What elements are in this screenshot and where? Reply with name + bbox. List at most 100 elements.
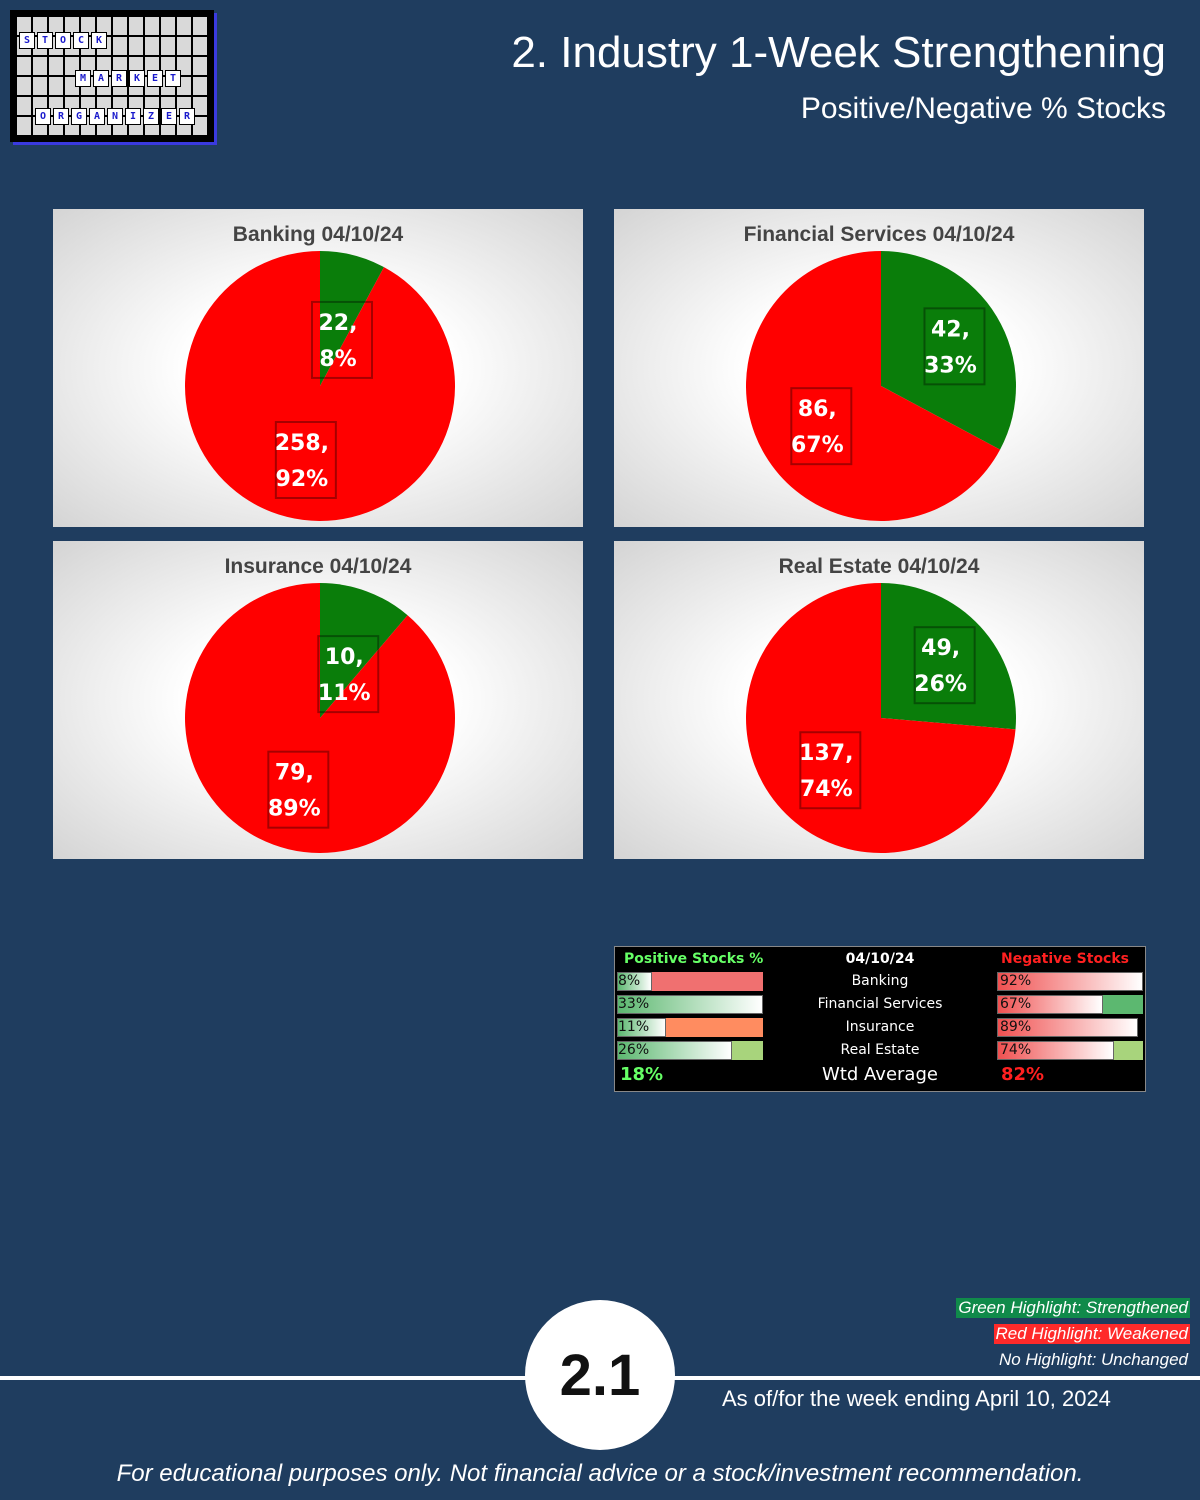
pie-chart: 10, 11% 79, 89% <box>184 583 455 853</box>
positive-value: 11% <box>618 1019 650 1035</box>
logo-letter: S <box>19 32 35 49</box>
pie-panel-insurance: 10, 11% 79, 89% Insurance 04/10/24 <box>53 541 583 859</box>
divider-right <box>670 1376 1200 1380</box>
positive-value: 8% <box>618 973 641 989</box>
pie-slice-negative <box>184 583 455 853</box>
data-label-negative: 258, <box>275 431 329 456</box>
logo-letter: C <box>73 32 89 49</box>
logo-letter: E <box>147 70 163 87</box>
negative-value: 92% <box>1000 973 1032 989</box>
table-row: 26% Real Estate 74% <box>615 1040 1145 1062</box>
industry-name: Insurance <box>845 1019 915 1035</box>
positive-highlight <box>617 972 763 991</box>
logo-letter: T <box>37 32 53 49</box>
avg-positive: 18% <box>620 1064 664 1085</box>
pie-slice-negative <box>746 251 1001 521</box>
data-label-negative: 67% <box>791 433 844 458</box>
data-label-shadow <box>317 635 380 714</box>
logo-letter: O <box>35 108 51 125</box>
data-label-shadow <box>311 300 373 379</box>
data-label-positive: 22, <box>319 311 358 336</box>
positive-bar <box>617 1041 733 1060</box>
header-date: 04/10/24 <box>845 951 915 967</box>
pie-title: Banking 04/10/24 <box>232 223 404 246</box>
logo-letter: T <box>165 70 181 87</box>
divider-left <box>0 1376 530 1380</box>
table-row: 33% Financial Services 67% <box>615 994 1145 1016</box>
pie-panel-real-estate: 49, 26% 137, 74% Real Estate 04/10/24 <box>614 541 1144 859</box>
positive-bar <box>617 1018 666 1037</box>
logo-letter: I <box>125 108 141 125</box>
pie-slice-negative <box>184 251 456 521</box>
logo-letter: O <box>55 32 71 49</box>
negative-value: 89% <box>1000 1019 1032 1035</box>
header-positive: Positive Stocks % <box>624 951 764 967</box>
page-subtitle: Positive/Negative % Stocks <box>800 92 1166 125</box>
data-label-negative: 86, <box>798 397 837 422</box>
legend-red: Red Highlight: Weakened <box>993 1324 1190 1344</box>
section-badge: 2.1 <box>525 1300 675 1450</box>
pie-slice-positive <box>881 251 1016 450</box>
data-label-positive: 49, <box>921 636 960 661</box>
data-label-positive: 10, <box>325 645 364 670</box>
pie-slice-positive <box>320 251 384 386</box>
data-label-negative: 92% <box>276 467 329 492</box>
legend-none: No Highlight: Unchanged <box>998 1350 1188 1369</box>
summary-table: Positive Stocks % 04/10/24 Negative Stoc… <box>614 946 1146 1092</box>
negative-bar <box>997 1041 1115 1060</box>
data-label-positive: 8% <box>319 347 356 372</box>
pie-title: Real Estate 04/10/24 <box>778 555 980 578</box>
table-average-row: 18% Wtd Average 82% <box>615 1065 1145 1087</box>
negative-bar <box>997 972 1143 991</box>
pie-slice-positive <box>881 583 1016 730</box>
table-row: 8% Banking 92% <box>615 971 1145 993</box>
pie-chart: 22, 8% 258, 92% <box>184 251 456 521</box>
data-label-shadow <box>267 750 330 829</box>
pie-title: Financial Services 04/10/24 <box>743 223 1015 246</box>
table-header-row: Positive Stocks % 04/10/24 Negative Stoc… <box>615 949 1145 987</box>
industry-name: Banking <box>851 973 909 989</box>
negative-bar <box>997 1018 1139 1037</box>
positive-bar <box>617 995 763 1014</box>
positive-bar <box>617 972 653 991</box>
data-label-negative: 79, <box>275 761 314 786</box>
industry-name: Real Estate <box>840 1042 920 1058</box>
pie-slice-negative <box>746 583 1016 853</box>
pie-panel-financial-services: 42, 33% 86, 67% Financial Services 04/10/24 <box>614 209 1144 527</box>
negative-value: 67% <box>1000 996 1032 1012</box>
data-label-negative: 89% <box>268 797 321 822</box>
logo-letter: R <box>53 108 69 125</box>
page-title: 2. Industry 1-Week Strengthening <box>511 28 1166 77</box>
logo-letter: R <box>111 70 127 87</box>
data-label-negative: 74% <box>800 777 853 802</box>
pie-slice-positive <box>320 583 408 718</box>
pie-chart: 42, 33% 86, 67% <box>746 251 1016 521</box>
pie-chart: 49, 26% 137, 74% <box>746 583 1016 853</box>
as-of-date: As of/for the week ending April 10, 2024 <box>722 1386 1111 1411</box>
data-label-shadow <box>923 307 986 386</box>
pie-panel-banking: 22, 8% 258, 92% Banking 04/10/24 <box>53 209 583 527</box>
logo-letter: E <box>161 108 177 125</box>
logo-letter: A <box>93 70 109 87</box>
negative-value: 74% <box>1000 1042 1032 1058</box>
positive-value: 26% <box>618 1042 650 1058</box>
header-negative: Negative Stocks % <box>1001 951 1130 987</box>
legend-green: Green Highlight: Strengthened <box>956 1298 1190 1318</box>
logo-letter: M <box>75 70 91 87</box>
negative-bar <box>997 995 1104 1014</box>
avg-label: Wtd Average <box>822 1064 938 1085</box>
data-label-shadow <box>790 387 853 466</box>
logo-letter: N <box>107 108 123 125</box>
data-label-positive: 26% <box>914 672 967 697</box>
logo-letter: A <box>89 108 105 125</box>
data-label-positive: 42, <box>931 317 970 342</box>
data-label-positive: 33% <box>924 353 977 378</box>
data-label-shadow <box>913 626 976 705</box>
disclaimer: For educational purposes only. Not finan… <box>116 1460 1084 1487</box>
pie-title: Insurance 04/10/24 <box>224 555 412 578</box>
positive-value: 33% <box>618 996 650 1012</box>
